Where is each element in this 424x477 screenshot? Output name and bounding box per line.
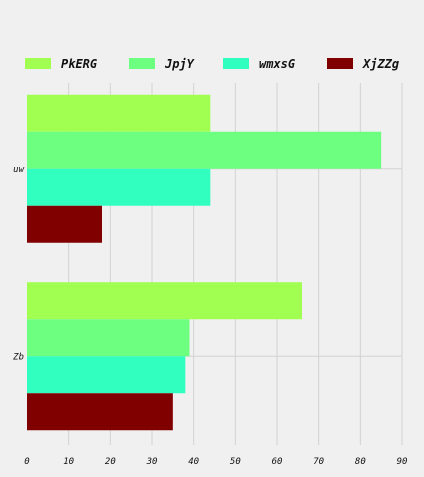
x-tick-label: 50 [230, 457, 241, 467]
bar-zb-jpjy [27, 319, 190, 357]
x-tick-label: 70 [313, 457, 324, 467]
legend-swatch [327, 58, 353, 69]
bar-uw-jpjy [27, 131, 382, 169]
legend-label: XjZZg [362, 57, 399, 71]
x-tick-label: 10 [63, 457, 74, 467]
bar-zb-xjzzg [27, 393, 173, 431]
x-tick-label: 30 [146, 457, 158, 467]
x-tick-label: 20 [105, 457, 116, 467]
x-tick-label: 80 [355, 457, 366, 467]
bar-uw-pkerg [27, 94, 211, 132]
legend-label: wmxsG [259, 57, 295, 71]
x-tick-label: 90 [397, 457, 408, 467]
x-tick-label: 40 [188, 457, 199, 467]
bar-uw-xjzzg [27, 205, 102, 243]
bar-zb-wmxsg [27, 356, 186, 394]
legend-swatch [25, 58, 51, 69]
bar-zb-pkerg [27, 282, 302, 320]
legend-item-jpjy: JpjY [129, 57, 195, 71]
legend-label: JpjY [164, 57, 195, 71]
legend-item-pkerg: PkERG [25, 57, 97, 71]
legend: PkERG JpjY wmxsG XjZZg [25, 57, 399, 71]
legend-swatch [223, 58, 249, 69]
legend-item-xjzzg: XjZZg [327, 57, 399, 71]
x-axis-ticks: 0 10 20 30 40 50 60 70 80 90 [24, 457, 407, 467]
category-label-uw: uw [13, 165, 24, 175]
legend-item-wmxsg: wmxsG [223, 57, 295, 71]
legend-label: PkERG [61, 57, 97, 71]
category-label-zb: Zb [12, 352, 24, 362]
bar-uw-wmxsg [27, 168, 211, 206]
bars [27, 94, 382, 431]
x-tick-label: 60 [272, 457, 283, 467]
x-tick-label: 0 [24, 457, 29, 467]
legend-swatch [129, 58, 155, 69]
category-labels: uw Zb [12, 165, 24, 363]
